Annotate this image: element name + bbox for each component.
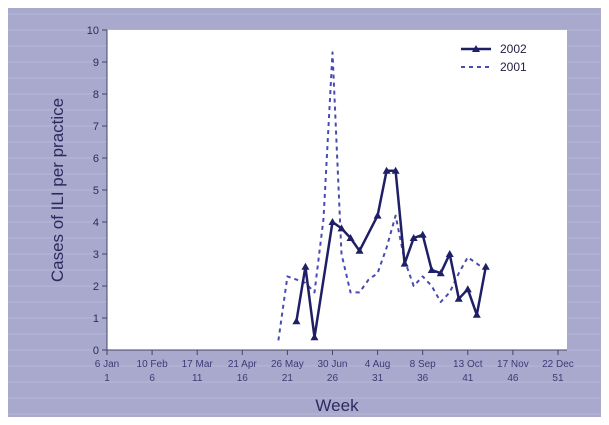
data-point-2002 xyxy=(346,234,355,241)
data-point-2002 xyxy=(427,266,436,273)
x-tick-week-label: 36 xyxy=(417,373,429,384)
y-tick-label: 7 xyxy=(93,121,99,133)
data-point-2002 xyxy=(310,333,319,341)
x-axis-title: Week xyxy=(315,396,359,415)
data-point-2002 xyxy=(463,285,472,293)
x-tick-week-label: 11 xyxy=(192,373,203,384)
y-tick-label: 8 xyxy=(93,89,99,101)
y-tick-label: 0 xyxy=(93,345,99,357)
data-point-2002 xyxy=(373,211,382,219)
x-tick-week-label: 6 xyxy=(149,373,155,384)
data-point-2002 xyxy=(382,166,391,174)
data-point-2002 xyxy=(391,166,400,174)
data-point-2002 xyxy=(418,230,427,238)
ili-line-chart: 0 1 2 3 4 5 6 7 8 9 10 6 Jan 1 10 Feb 6 17 Mar 11 21 Apr… xyxy=(8,13,601,415)
y-tick-label: 6 xyxy=(93,153,99,165)
y-axis-ticks: 0 1 2 3 4 5 6 7 8 9 10 xyxy=(87,25,107,357)
y-tick-label: 10 xyxy=(87,25,99,37)
y-tick-label: 5 xyxy=(93,185,99,197)
y-tick-label: 4 xyxy=(93,217,99,229)
x-tick-date-label: 6 Jan xyxy=(95,359,119,370)
data-point-2002 xyxy=(481,262,490,270)
series-line-2001 xyxy=(277,51,487,341)
x-tick-date-label: 8 Sep xyxy=(410,359,437,370)
data-point-2002 xyxy=(337,224,346,232)
y-tick-label: 3 xyxy=(93,249,99,261)
x-tick-date-label: 21 Apr xyxy=(228,359,258,370)
legend-2001-label: 2001 xyxy=(500,60,527,74)
x-tick-date-label: 10 Feb xyxy=(137,359,169,370)
data-point-2002 xyxy=(400,259,409,267)
x-tick-date-label: 26 May xyxy=(271,359,304,370)
data-point-2002 xyxy=(328,218,337,225)
data-point-2002 xyxy=(355,246,364,254)
legend-2002-marker xyxy=(472,45,480,52)
x-tick-date-label: 22 Dec xyxy=(542,359,574,370)
x-tick-week-label: 41 xyxy=(462,373,474,384)
y-tick-label: 2 xyxy=(93,281,99,293)
y-tick-label: 1 xyxy=(93,313,99,325)
x-tick-week-label: 1 xyxy=(104,373,110,384)
x-axis-ticks: 6 Jan 1 10 Feb 6 17 Mar 11 21 Apr 16 26 May 21 30 … xyxy=(95,350,574,384)
legend-2002-label: 2002 xyxy=(500,42,527,56)
x-tick-date-label: 30 Jun xyxy=(317,359,347,370)
data-point-2002 xyxy=(292,317,301,325)
x-tick-week-label: 21 xyxy=(282,373,294,384)
data-point-2002 xyxy=(445,250,454,257)
y-tick-label: 9 xyxy=(93,57,99,69)
plot-area xyxy=(107,30,567,350)
y-axis-title: Cases of ILI per practice xyxy=(48,98,67,282)
chart-frame: 0 1 2 3 4 5 6 7 8 9 10 6 Jan 1 10 Feb 6 17 Mar 11 21 Apr… xyxy=(8,8,601,417)
x-tick-date-label: 4 Aug xyxy=(365,359,391,370)
x-tick-date-label: 17 Nov xyxy=(497,359,529,370)
x-tick-week-label: 31 xyxy=(372,373,384,384)
x-tick-week-label: 26 xyxy=(327,373,339,384)
legend: 2002 2001 xyxy=(461,42,527,74)
x-tick-week-label: 16 xyxy=(237,373,249,384)
data-point-2002 xyxy=(409,234,418,241)
data-point-2002 xyxy=(454,294,463,302)
series-layer xyxy=(277,51,490,341)
x-tick-date-label: 17 Mar xyxy=(182,359,214,370)
x-tick-week-label: 51 xyxy=(552,373,564,384)
data-point-2002 xyxy=(301,262,310,270)
data-point-2002 xyxy=(472,310,481,318)
data-point-2002 xyxy=(436,269,445,277)
x-tick-date-label: 13 Oct xyxy=(453,359,483,370)
x-tick-week-label: 46 xyxy=(507,373,519,384)
